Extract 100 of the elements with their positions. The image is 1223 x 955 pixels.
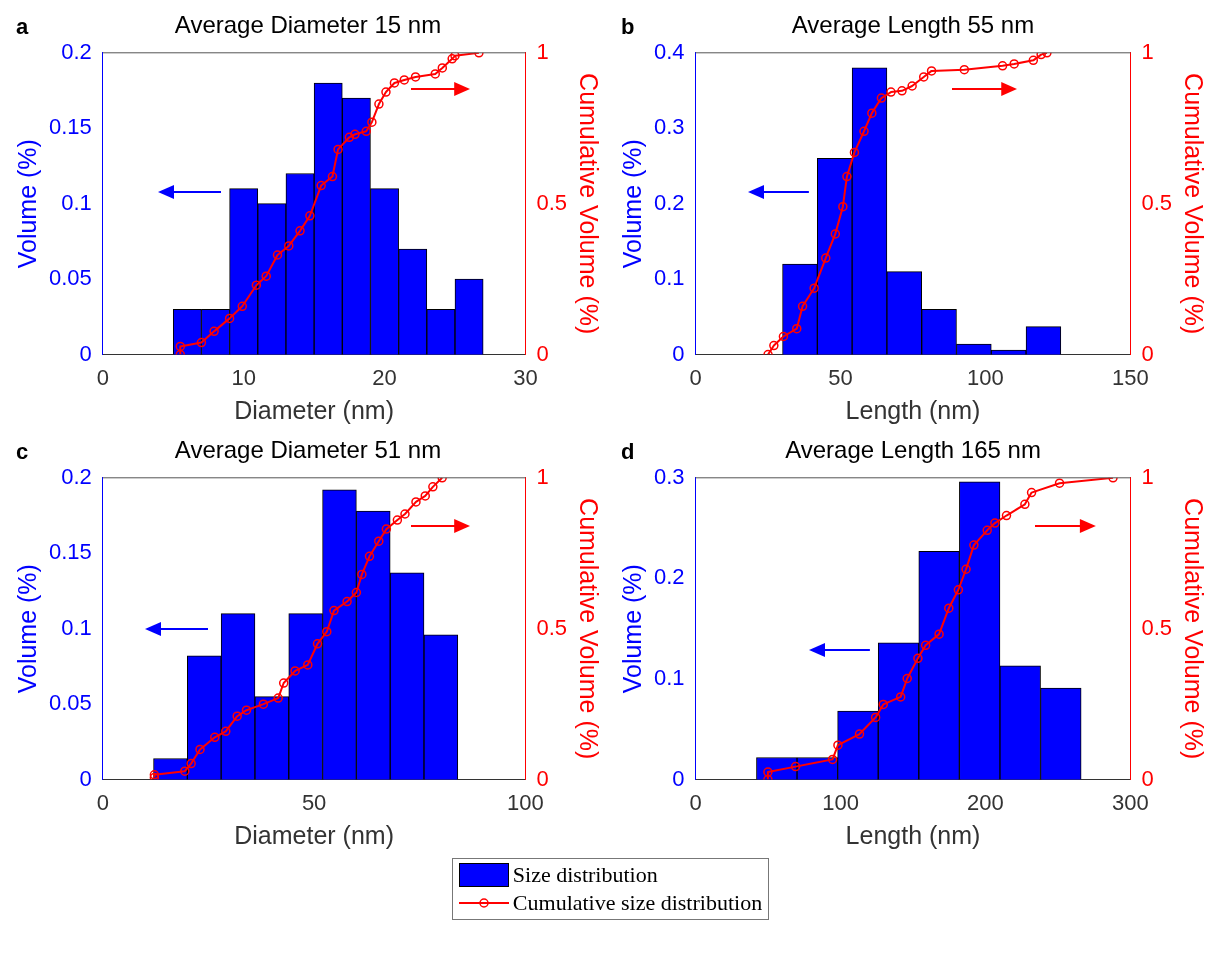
legend-label: Cumulative size distribution: [512, 889, 763, 917]
point: [329, 605, 339, 616]
point: [400, 509, 410, 519]
point: [410, 72, 421, 82]
point: [305, 211, 315, 221]
y2-tick-label: 1: [1141, 38, 1154, 64]
y-axis-title: Volume (%): [12, 139, 41, 269]
x-axis-title: Length (nm): [845, 820, 981, 849]
y-tick-label: 0.2: [653, 564, 685, 590]
point: [327, 171, 338, 182]
chart-title: Average Length 165 nm: [785, 436, 1041, 464]
point: [1026, 487, 1037, 498]
point: [284, 241, 294, 251]
y-tick-label: 0: [672, 340, 685, 366]
point: [792, 323, 802, 334]
y-axis-title: Volume (%): [617, 139, 646, 269]
point: [392, 515, 403, 525]
point: [778, 331, 789, 342]
y-tick-label: 0.4: [653, 38, 685, 64]
point: [333, 144, 343, 155]
y-tick-label: 0.3: [653, 114, 685, 140]
x-tick-label: 30: [513, 364, 538, 390]
y-tick-label: 0: [672, 765, 685, 791]
point: [224, 313, 235, 324]
y2-tick-label: 0.5: [1141, 614, 1173, 640]
point: [430, 69, 441, 79]
y2-tick-label: 0: [536, 340, 549, 366]
y-tick-label: 0.05: [48, 265, 92, 291]
point: [210, 732, 220, 743]
point: [838, 201, 848, 212]
y-tick-label: 0.2: [653, 189, 685, 215]
y2-axis-title: Cumulative Volume (%): [1180, 498, 1209, 760]
point: [842, 171, 852, 182]
y2-axis-title: Cumulative Volume (%): [575, 498, 604, 760]
point: [278, 678, 289, 688]
point: [209, 326, 219, 337]
y2-tick-label: 1: [536, 463, 549, 489]
point: [237, 301, 248, 312]
y-tick-label: 0.15: [48, 114, 92, 140]
point: [357, 569, 367, 580]
point: [897, 86, 907, 96]
x-tick-label: 20: [372, 364, 397, 390]
legend-label: Size distribution: [512, 861, 658, 889]
point: [389, 78, 400, 88]
y2-tick-label: 1: [536, 38, 549, 64]
x-tick-label: 100: [967, 364, 1004, 390]
point: [920, 640, 931, 651]
y-tick-label: 0.05: [48, 690, 92, 716]
y-tick-label: 0: [79, 765, 92, 791]
point: [361, 126, 371, 137]
x-tick-label: 0: [689, 789, 702, 815]
point: [374, 99, 384, 109]
point: [437, 63, 448, 73]
point: [295, 226, 305, 236]
point: [344, 132, 355, 143]
point: [411, 497, 421, 507]
point: [258, 699, 269, 709]
point: [953, 585, 964, 595]
x-axis-title: Length (nm): [845, 395, 981, 424]
point: [374, 536, 384, 546]
x-axis-title: Diameter (nm): [234, 820, 394, 849]
point: [251, 280, 262, 290]
point: [1001, 510, 1012, 521]
x-tick-label: 10: [231, 364, 256, 390]
point: [316, 180, 326, 191]
text: a: [16, 14, 29, 40]
point: [876, 93, 887, 103]
y2-tick-label: 0: [536, 765, 549, 791]
point: [827, 754, 838, 765]
point: [180, 766, 190, 776]
point: [195, 744, 205, 755]
point: [1028, 55, 1039, 66]
point: [849, 147, 860, 158]
point: [290, 666, 300, 676]
y-tick-label: 0.15: [48, 539, 92, 565]
chart-title: Average Length 55 nm: [791, 11, 1035, 39]
chart-title: Average Diameter 15 nm: [174, 11, 442, 39]
point: [878, 699, 889, 710]
y2-tick-label: 0.5: [536, 614, 568, 640]
point: [450, 52, 460, 61]
point: [944, 603, 954, 613]
point: [1020, 499, 1030, 510]
point: [350, 129, 360, 140]
y2-axis-title: Cumulative Volume (%): [575, 73, 604, 335]
point: [886, 87, 896, 97]
point: [312, 639, 323, 649]
text: d: [621, 439, 635, 465]
point: [420, 491, 431, 501]
y-tick-label: 0.1: [61, 614, 92, 640]
y2-tick-label: 0.5: [536, 189, 568, 215]
point: [926, 66, 937, 76]
y-tick-label: 0.1: [653, 665, 685, 691]
point: [961, 564, 971, 574]
point: [902, 673, 912, 684]
point: [763, 767, 773, 777]
x-tick-label: 300: [1112, 789, 1149, 815]
point: [273, 693, 283, 703]
point: [859, 126, 869, 137]
y-tick-label: 0.3: [653, 463, 685, 489]
point: [241, 705, 252, 715]
